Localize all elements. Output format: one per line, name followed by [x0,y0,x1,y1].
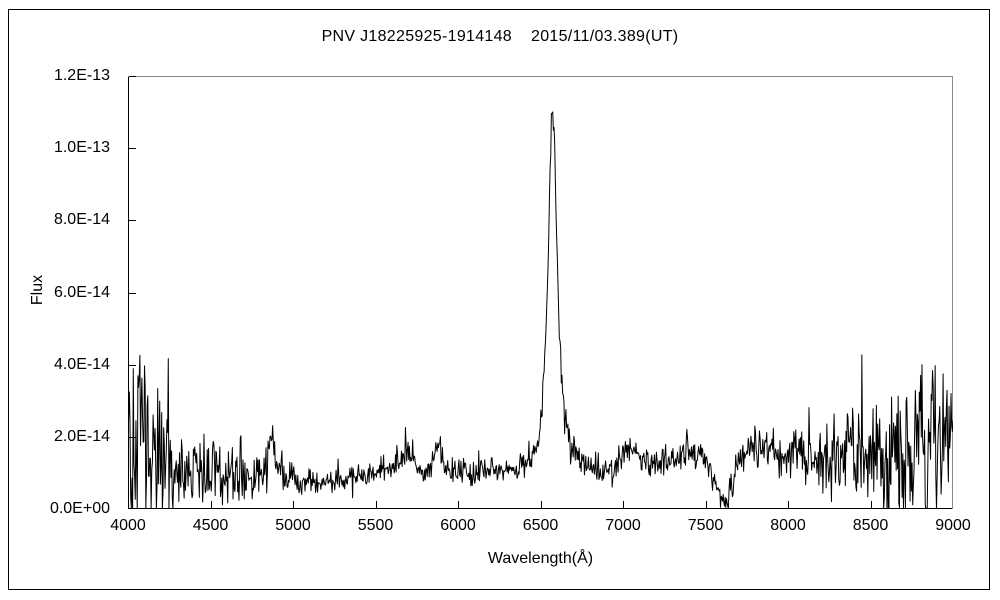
y-tick-label: 6.0E-14 [53,283,110,301]
y-tick-label: 1.0E-13 [53,139,110,157]
x-tick-label: 5500 [357,517,394,534]
figure-outer-border [8,9,990,590]
x-tick-label: 5000 [275,517,311,534]
y-tick-label: 1.2E-13 [53,67,110,84]
x-tick-label: 4000 [110,517,146,534]
x-tick-label: 7500 [687,517,724,534]
x-tick-label: 9000 [935,517,971,534]
y-tick-label: 2.0E-14 [53,427,110,445]
x-tick-label: 8500 [852,517,889,534]
y-tick-label: 4.0E-14 [53,355,110,373]
x-axis-label: Wavelength(Å) [487,550,594,567]
spectrum-line-chart [128,76,953,509]
x-tick-label: 6000 [440,517,476,534]
y-tick-label: 8.0E-14 [53,211,110,229]
plot-area [128,76,953,509]
x-tick-label: 6500 [522,517,559,534]
y-axis-tick-labels: 0.0E+00 2.0E-14 4.0E-14 6.0E-14 8.0E-14 1.0E-… [18,67,118,517]
x-tick-label: 4500 [192,517,229,534]
x-tick-label: 7000 [605,517,641,534]
x-tick-label: 8000 [770,517,806,534]
spectrum-trace [128,111,953,509]
y-tick-label: 0.0E+00 [49,500,110,517]
x-axis-tick-labels: 4000 4500 5000 5500 6000 6500 7000 7500 8000 8500… [110,517,971,537]
chart-title: PNV J18225925-1914148 2015/11/03.389(UT) [321,28,679,45]
